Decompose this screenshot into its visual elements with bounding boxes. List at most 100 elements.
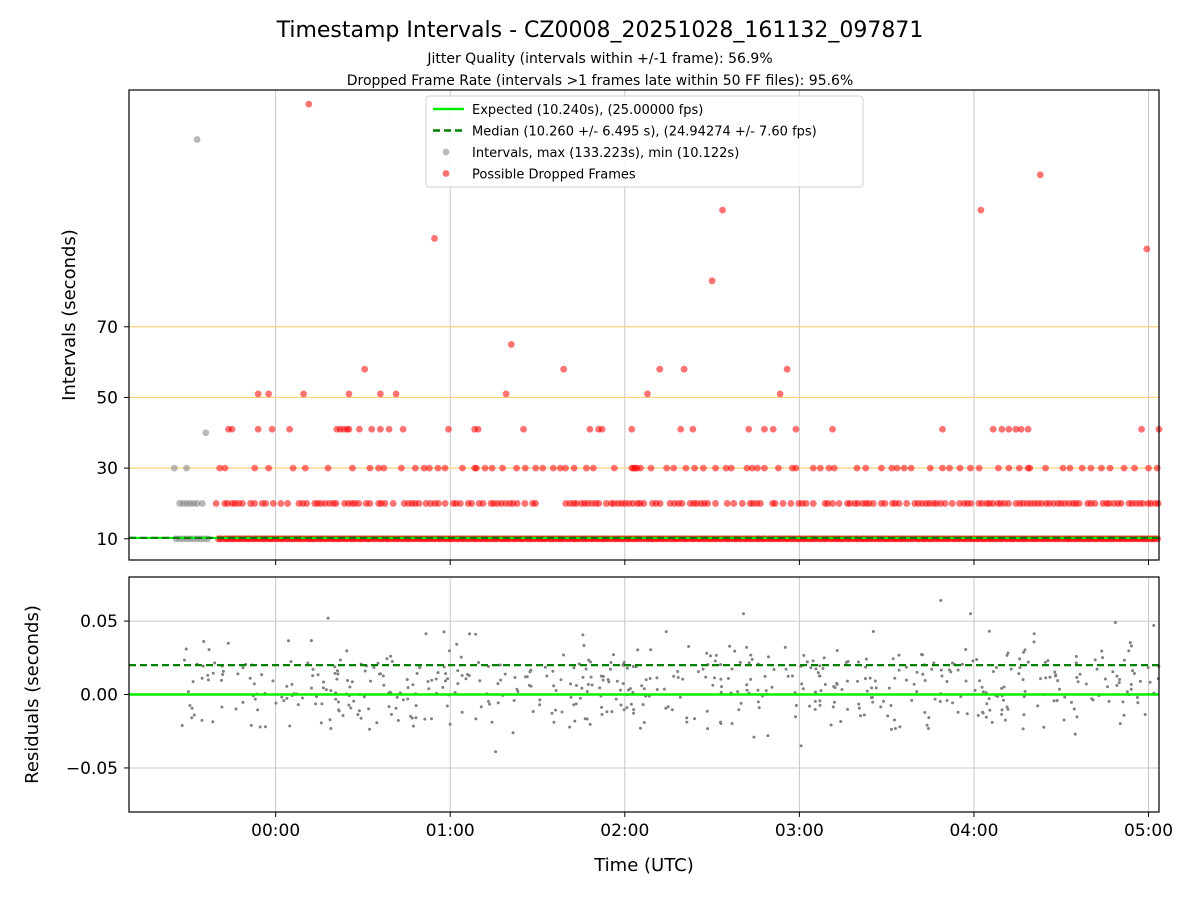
dropped-frame-point: [824, 500, 832, 507]
residual-point: [964, 679, 968, 683]
residual-point: [586, 682, 590, 686]
dropped-frame-point: [678, 500, 686, 507]
residual-point: [434, 677, 438, 681]
residual-point: [818, 664, 822, 668]
dropped-frame-point: [445, 425, 452, 433]
residual-point: [285, 684, 289, 688]
residual-point: [545, 674, 549, 678]
dropped-frame-point: [761, 425, 768, 433]
dropped-frame-point: [743, 464, 751, 472]
residual-point: [442, 630, 446, 634]
residual-point: [192, 713, 196, 717]
residual-point: [1095, 667, 1099, 671]
dropped-frame-point: [769, 425, 777, 433]
residual-point: [666, 705, 670, 709]
dropped-frame-point: [513, 500, 521, 507]
residual-point: [648, 677, 652, 681]
dropped-frame-point: [907, 464, 915, 472]
residual-point: [581, 675, 585, 679]
residual-point: [525, 675, 529, 679]
residual-point: [401, 698, 405, 702]
dropped-frame-point: [967, 500, 975, 507]
residual-point: [464, 677, 468, 681]
residual-point: [460, 673, 464, 677]
residual-point: [1075, 715, 1079, 719]
residual-point: [319, 721, 323, 725]
residual-point: [766, 655, 770, 659]
residual-point: [314, 702, 318, 706]
dropped-frame-point: [586, 425, 594, 433]
residual-point: [582, 644, 586, 648]
dropped-frame-point: [562, 464, 569, 472]
residual-point: [696, 670, 700, 674]
residual-point: [574, 684, 578, 688]
residual-point: [348, 685, 352, 689]
residual-point: [350, 680, 354, 684]
residual-point: [562, 653, 566, 657]
residual-point: [736, 690, 740, 694]
residual-point: [569, 682, 573, 686]
residual-point: [572, 703, 576, 707]
residual-point: [460, 710, 464, 714]
residual-point: [1129, 683, 1133, 687]
residual-point: [578, 696, 582, 700]
residual-point: [990, 720, 994, 724]
residual-point: [622, 708, 626, 712]
residual-point: [802, 653, 806, 657]
residual-point: [543, 665, 547, 669]
dropped-frame-point: [441, 464, 449, 472]
x-tick-label: 03:00: [775, 821, 824, 841]
dropped-frame-point: [399, 425, 407, 433]
subtitle-jitter-quality: Jitter Quality (intervals within +/-1 fr…: [426, 51, 772, 67]
dropped-frame-point: [277, 500, 285, 507]
residual-point: [309, 639, 313, 643]
residual-point: [274, 701, 278, 705]
dropped-frame-point: [926, 464, 934, 472]
residual-point: [1101, 656, 1105, 660]
residual-point: [655, 688, 659, 692]
legend-intervals-marker: [442, 148, 450, 156]
residual-point: [816, 671, 820, 675]
residual-point: [443, 679, 447, 683]
residual-point: [584, 667, 588, 671]
residual-point: [211, 671, 215, 675]
residual-point: [1023, 648, 1027, 652]
residual-point: [976, 713, 980, 717]
residual-point: [585, 717, 589, 721]
residual-point: [1138, 679, 1142, 683]
residual-point: [282, 699, 286, 703]
residual-point: [324, 688, 328, 692]
residual-point: [752, 735, 756, 739]
residual-point: [984, 715, 988, 719]
residual-point: [359, 716, 363, 720]
residual-point: [687, 645, 691, 649]
residual-point: [234, 707, 238, 711]
dropped-frame-point: [595, 500, 603, 507]
residual-point: [1032, 632, 1036, 636]
residual-point: [396, 719, 400, 723]
dropped-frame-point: [481, 464, 489, 472]
residual-point: [1018, 666, 1022, 670]
residual-point: [362, 695, 366, 699]
residual-point: [1127, 649, 1131, 653]
dropped-frame-point: [392, 390, 400, 398]
residual-point: [446, 677, 450, 681]
residual-point: [960, 662, 964, 666]
residual-point: [527, 683, 531, 687]
residual-point: [211, 720, 215, 724]
residual-point: [390, 660, 394, 664]
residual-point: [897, 668, 901, 672]
residual-point: [800, 682, 804, 686]
residual-point: [610, 710, 614, 714]
dropped-frame-point: [1139, 500, 1147, 507]
residual-point: [818, 703, 822, 707]
residual-point: [719, 690, 723, 694]
intervals-panel: 10 30 50 70 Intervals (seconds): [59, 89, 1163, 565]
residual-point: [1052, 699, 1056, 703]
residual-point: [891, 657, 895, 661]
dropped-frame-point: [238, 500, 246, 507]
legend-label-expected: Expected (10.240s), (25.00000 fps): [472, 103, 703, 118]
residual-point: [823, 683, 827, 687]
residual-point: [1022, 713, 1026, 717]
residual-point: [415, 671, 419, 675]
